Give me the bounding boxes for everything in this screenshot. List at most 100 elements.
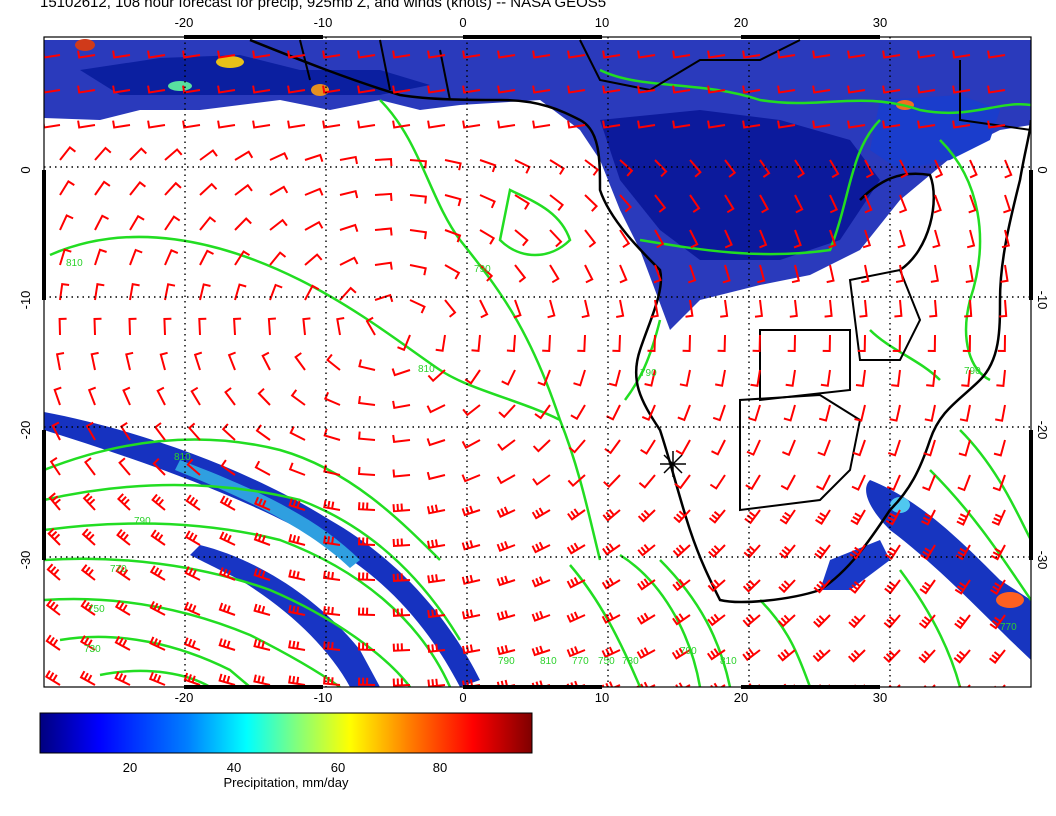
wind-barb — [567, 474, 586, 488]
contour-label: 750 — [598, 656, 615, 667]
wind-barb — [392, 643, 411, 652]
wind-barb — [224, 387, 236, 406]
wind-barb — [80, 564, 96, 581]
wind-barb — [252, 50, 271, 59]
wind-barb — [918, 614, 936, 629]
wind-barb — [392, 469, 411, 478]
wind-barb — [257, 387, 271, 406]
wind-barb — [269, 251, 287, 266]
wind-barb — [549, 229, 563, 248]
wind-barb — [672, 544, 691, 558]
wind-barb — [531, 507, 551, 520]
wind-barb — [847, 85, 866, 94]
wind-barb — [573, 369, 586, 387]
wind-barb — [164, 148, 183, 161]
wind-barb — [122, 386, 131, 406]
wind-barb — [427, 50, 446, 59]
lon-label-bottom: 0 — [459, 690, 466, 705]
wind-barb — [602, 120, 621, 129]
wind-barb — [927, 334, 936, 353]
wind-barb — [392, 434, 411, 444]
wind-barb — [532, 85, 551, 94]
contour-label: 810 — [418, 364, 435, 375]
wind-barb — [602, 543, 621, 556]
wind-barb — [288, 675, 306, 686]
wind-barb — [847, 649, 866, 663]
wind-barb — [234, 150, 254, 161]
wind-barb — [637, 509, 656, 523]
wind-barb — [706, 648, 726, 661]
wind-barb — [584, 159, 600, 176]
wind-barb — [824, 299, 833, 318]
wind-barb — [221, 423, 236, 441]
wind-barb — [479, 299, 489, 319]
wind-barb — [884, 579, 901, 595]
wind-barb — [672, 120, 691, 129]
wind-barb — [791, 264, 801, 284]
wind-barb — [322, 50, 341, 59]
wind-barb — [532, 50, 551, 59]
wind-barb — [707, 85, 726, 94]
wind-barb — [777, 50, 796, 59]
wind-barb — [163, 317, 172, 336]
wind-barb — [184, 530, 201, 546]
wind-barb — [849, 544, 866, 560]
wind-barb — [917, 50, 936, 59]
wind-barb — [926, 369, 936, 388]
wind-barb — [47, 527, 61, 546]
wind-barb — [969, 159, 978, 179]
wind-barb — [357, 85, 376, 94]
wind-barb — [261, 351, 271, 371]
wind-barb — [339, 223, 359, 233]
wind-barb — [787, 334, 796, 353]
wind-barb — [584, 194, 599, 212]
wind-barb — [116, 493, 131, 511]
wind-barb — [532, 120, 551, 129]
wind-barb — [233, 317, 242, 336]
wind-barb — [427, 678, 446, 687]
wind-barb — [471, 334, 481, 352]
wind-barb — [339, 256, 359, 266]
wind-barb — [514, 229, 529, 247]
wind-barb — [227, 351, 236, 371]
wind-barb — [51, 421, 61, 441]
wind-barb — [357, 120, 376, 129]
wind-barb — [813, 614, 831, 628]
wind-barb — [720, 299, 729, 318]
location-marker — [660, 451, 686, 477]
wind-barb — [745, 474, 761, 491]
wind-barb — [708, 682, 726, 687]
wind-barb — [479, 194, 496, 209]
wind-barb — [962, 334, 971, 353]
wind-barb — [857, 334, 866, 353]
wind-barb — [94, 180, 111, 196]
wind-barb — [496, 474, 516, 485]
wind-barb — [815, 509, 831, 525]
wind-barb — [746, 439, 761, 456]
wind-barb — [409, 229, 428, 240]
wind-barb — [722, 264, 731, 284]
wind-barb — [889, 404, 901, 422]
wind-barb — [999, 299, 1008, 318]
wind-barb — [501, 369, 516, 386]
wind-barb — [584, 229, 597, 248]
wind-barb — [547, 299, 556, 319]
wind-barb — [218, 673, 236, 686]
wind-barb — [497, 85, 516, 94]
wind-barb — [754, 299, 764, 318]
wind-barb — [750, 369, 761, 387]
wind-barb — [677, 404, 691, 422]
wind-barb — [855, 369, 866, 388]
wind-barb — [374, 261, 393, 270]
wind-barb — [542, 334, 551, 353]
wind-barb — [129, 214, 145, 231]
lon-label-bottom: 30 — [873, 690, 887, 705]
wind-barb — [164, 248, 179, 266]
wind-barb — [323, 676, 341, 686]
contour-label: 790 — [498, 656, 515, 667]
wind-barb — [679, 369, 691, 387]
wind-barb — [917, 120, 936, 129]
wind-barb — [357, 677, 376, 686]
wind-barb — [148, 672, 166, 686]
wind-barb — [115, 564, 131, 581]
